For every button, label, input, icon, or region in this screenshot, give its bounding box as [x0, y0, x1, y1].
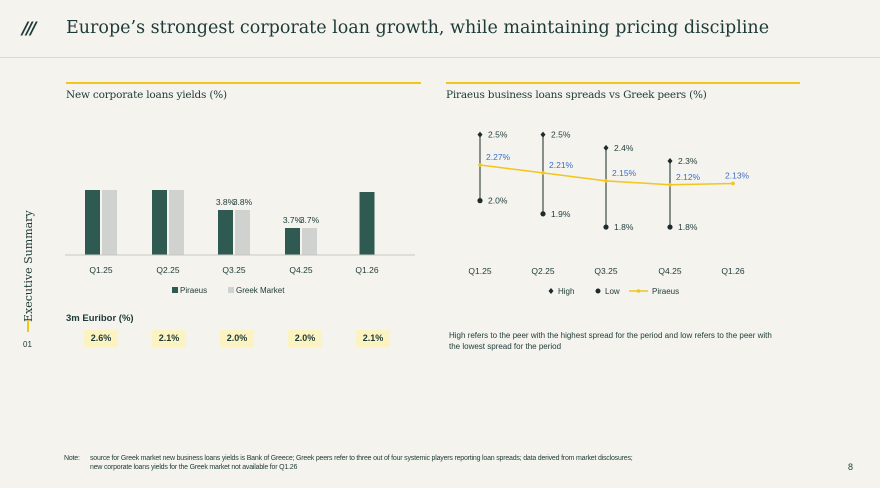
legend-greek-market-swatch	[228, 287, 234, 293]
x-tick-Q3.25: Q3.25	[594, 266, 617, 276]
high-marker-Q4.25	[667, 158, 673, 165]
section-label: Executive Summary	[22, 210, 35, 322]
high-label-Q4.25: 2.3%	[678, 156, 698, 166]
x-tick-Q1.26: Q1.26	[721, 266, 744, 276]
piraeus-label-Q3.25: 2.15%	[612, 168, 637, 178]
footer-note: Note: source for Greek market new busines…	[64, 454, 804, 472]
x-tick-Q3.25: Q3.25	[222, 265, 245, 275]
right-panel-title: Piraeus business loans spreads vs Greek …	[446, 89, 707, 101]
label-greek-market-Q4.25: 3.7%	[300, 215, 320, 225]
right-panel-accent-bar	[446, 82, 800, 84]
legend-piraeus-label: Piraeus	[180, 286, 207, 295]
x-tick-Q1.26: Q1.26	[355, 265, 378, 275]
header-divider	[0, 57, 880, 58]
corporate-loans-yields-chart: 4.2%4.3%Q1.254.2%4.1%Q2.253.8%3.8%Q3.253…	[65, 190, 415, 295]
label-greek-market-Q3.25: 3.8%	[233, 197, 253, 207]
low-marker-Q1.25	[477, 198, 483, 204]
piraeus-label-Q4.25: 2.12%	[676, 172, 701, 182]
x-tick-Q4.25: Q4.25	[658, 266, 681, 276]
legend-low-label: Low	[605, 287, 620, 296]
low-marker-Q4.25	[667, 224, 673, 230]
piraeus-point-Q1.25	[478, 163, 482, 167]
legend-piraeus-marker	[636, 289, 641, 293]
note-line-1: source for Greek market new business loa…	[90, 455, 633, 462]
note-line-2: new corporate loans yields for the Greek…	[90, 464, 298, 471]
low-label-Q3.25: 1.8%	[614, 222, 634, 232]
page-title: Europe’s strongest corporate loan growth…	[66, 18, 770, 38]
euribor-value: 2.0%	[220, 330, 254, 347]
left-panel-accent-bar	[66, 82, 421, 84]
page-number: 8	[848, 462, 854, 472]
piraeus-point-Q3.25	[604, 179, 608, 183]
bar-greek-market-Q1.25	[102, 190, 117, 255]
euribor-value: 2.1%	[356, 330, 390, 347]
legend-high-label: High	[558, 287, 574, 296]
euribor-value: 2.0%	[288, 330, 322, 347]
piraeus-label-Q2.25: 2.21%	[549, 160, 574, 170]
high-label-Q1.25: 2.5%	[488, 130, 508, 140]
low-marker-Q2.25	[540, 211, 546, 217]
legend-greek-market-label: Greek Market	[236, 286, 285, 295]
high-marker-Q3.25	[603, 144, 609, 151]
piraeus-point-Q2.25	[541, 171, 545, 175]
bar-greek-market-Q4.25	[302, 228, 317, 255]
euribor-label: 3m Euribor (%)	[66, 313, 134, 324]
spreads-footnote: High refers to the peer with the highest…	[449, 331, 772, 351]
x-tick-Q2.25: Q2.25	[156, 265, 179, 275]
x-tick-Q1.25: Q1.25	[89, 265, 112, 275]
legend-low-marker	[595, 288, 601, 294]
piraeus-point-Q1.26	[731, 181, 735, 186]
bar-piraeus-Q4.25	[285, 228, 300, 255]
legend-piraeus-swatch	[172, 287, 178, 293]
section-accent	[27, 320, 29, 332]
left-panel-title: New corporate loans yields (%)	[66, 89, 227, 101]
section-number: 01	[23, 340, 32, 349]
euribor-value: 2.6%	[84, 330, 118, 347]
low-label-Q4.25: 1.8%	[678, 222, 698, 232]
low-marker-Q3.25	[603, 224, 609, 230]
low-label-Q1.25: 2.0%	[488, 196, 508, 206]
bar-piraeus-Q2.25	[152, 190, 167, 255]
bar-piraeus-Q3.25	[218, 210, 233, 255]
x-tick-Q4.25: Q4.25	[289, 265, 312, 275]
euribor-value: 2.1%	[152, 330, 186, 347]
label-piraeus-Q3.25: 3.8%	[216, 197, 236, 207]
high-marker-Q1.25	[477, 131, 483, 138]
high-label-Q3.25: 2.4%	[614, 143, 634, 153]
bar-greek-market-Q2.25	[169, 190, 184, 255]
high-label-Q2.25: 2.5%	[551, 130, 571, 140]
piraeus-label-Q1.26: 2.13%	[725, 170, 750, 180]
bar-greek-market-Q3.25	[235, 210, 250, 255]
brand-logo: ///	[22, 19, 37, 39]
bar-piraeus-Q1.25	[85, 190, 100, 255]
low-label-Q2.25: 1.9%	[551, 209, 571, 219]
piraeus-point-Q4.25	[668, 183, 672, 187]
legend-piraeus-label: Piraeus	[652, 287, 679, 296]
high-marker-Q2.25	[540, 131, 546, 138]
x-tick-Q1.25: Q1.25	[468, 266, 491, 276]
bar-piraeus-Q1.26	[359, 192, 375, 255]
x-tick-Q2.25: Q2.25	[531, 266, 554, 276]
label-piraeus-Q4.25: 3.7%	[283, 215, 303, 225]
note-lead: Note:	[64, 455, 80, 462]
loan-spreads-chart: 2.5% 2.0% Q1.25 2.5% 1.9% Q2.25 2.4% 1.8% Q3.25 2…	[468, 130, 750, 296]
legend-high-marker	[548, 288, 554, 294]
piraeus-label-Q1.25: 2.27%	[486, 152, 511, 162]
